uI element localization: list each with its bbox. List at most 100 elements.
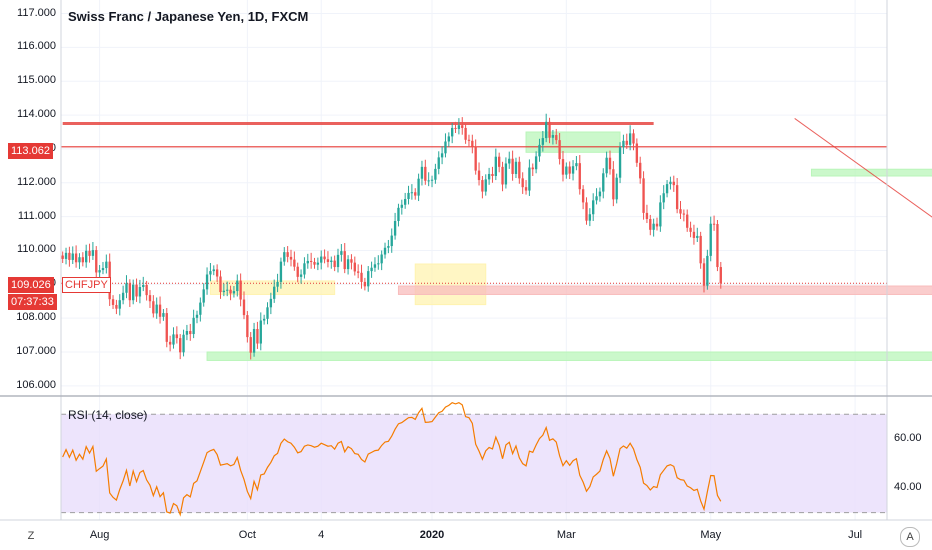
candle-body	[719, 267, 722, 284]
candle-body	[192, 317, 195, 335]
candle-body	[689, 227, 692, 232]
candle-body	[333, 260, 336, 268]
candle-body	[283, 252, 286, 262]
candle-body	[659, 202, 662, 227]
candle-body	[565, 166, 568, 175]
candle-body	[289, 256, 293, 260]
candle-body	[229, 289, 232, 294]
candle-body	[299, 274, 303, 277]
candle-body	[252, 328, 256, 353]
candle-body	[625, 140, 628, 145]
candle-body	[212, 269, 215, 272]
candle-body	[142, 284, 145, 288]
candle-body	[417, 178, 420, 196]
candle-body	[679, 209, 682, 214]
candle-body	[340, 251, 343, 255]
candle-body	[232, 291, 236, 294]
candle-body	[239, 280, 242, 300]
candle-body	[424, 166, 427, 181]
time-tick-label: Jul	[848, 529, 863, 541]
candle-body	[551, 135, 555, 138]
candle-body	[585, 202, 588, 221]
candle-body	[477, 170, 481, 181]
candle-body	[639, 162, 642, 179]
candle-body	[363, 281, 367, 287]
candle-body	[115, 304, 118, 309]
candle-body	[575, 163, 578, 167]
candle-body	[427, 180, 430, 182]
candles-layer[interactable]	[61, 113, 722, 360]
candle-body	[568, 166, 571, 174]
candle-body	[649, 218, 652, 230]
candle-body	[511, 158, 514, 174]
candle-body	[222, 290, 226, 293]
candle-body	[81, 257, 85, 263]
candle-body	[202, 289, 205, 303]
candle-body	[548, 121, 551, 138]
candle-body	[403, 199, 407, 205]
candle-body	[145, 284, 148, 296]
candle-body	[95, 250, 98, 273]
countdown-tag: 07:37:33	[8, 294, 57, 310]
candle-body	[387, 246, 390, 248]
candle-body	[481, 180, 484, 192]
candle-body	[578, 163, 581, 190]
candle-body	[528, 167, 531, 191]
candle-body	[615, 177, 618, 200]
candle-body	[350, 259, 353, 263]
rsi-band	[61, 414, 887, 513]
candle-body	[330, 260, 333, 262]
candle-body	[189, 331, 192, 335]
candle-body	[450, 127, 454, 137]
candle-body	[309, 260, 313, 262]
candle-body	[367, 271, 370, 287]
candle-body	[85, 250, 88, 263]
candle-body	[447, 136, 450, 142]
candle-body	[531, 167, 534, 170]
candle-body	[612, 169, 615, 200]
candle-body	[262, 318, 266, 321]
candle-body	[168, 341, 172, 345]
current-price-tag: 109.026	[8, 277, 54, 293]
candle-body	[592, 200, 595, 215]
candle-body	[555, 135, 558, 141]
candle-body	[353, 262, 356, 272]
candle-body	[561, 159, 565, 175]
candle-body	[655, 223, 659, 227]
candle-body	[162, 313, 165, 317]
candle-body	[390, 235, 393, 247]
candle-body	[148, 295, 152, 302]
candle-body	[209, 271, 212, 275]
candle-body	[608, 157, 612, 170]
price-tick-label: 114.000	[17, 108, 56, 121]
candle-body	[662, 193, 665, 203]
candle-body	[454, 127, 457, 129]
candle-body	[420, 166, 424, 179]
rsi-pane[interactable]	[61, 401, 887, 517]
candle-body	[74, 253, 78, 263]
candle-body	[702, 263, 706, 286]
candle-body	[484, 179, 487, 192]
candle-body	[692, 231, 696, 238]
candle-body	[558, 140, 561, 160]
candle-body	[581, 189, 585, 203]
zoom-corner-button[interactable]: Z	[27, 530, 35, 542]
candle-body	[360, 272, 363, 282]
candle-body	[571, 166, 575, 174]
candle-body	[440, 153, 444, 158]
candle-body	[635, 143, 639, 163]
candle-body	[138, 287, 142, 297]
candle-body	[373, 264, 377, 268]
price-tick-label: 115.000	[17, 74, 56, 87]
candle-body	[101, 268, 105, 271]
candle-body	[98, 270, 101, 273]
candle-body	[383, 247, 387, 255]
candle-body	[219, 276, 222, 293]
auto-scale-button[interactable]: A	[900, 527, 920, 547]
candle-body	[504, 163, 508, 185]
candle-body	[464, 127, 467, 140]
candle-body	[132, 284, 135, 301]
candle-body	[158, 304, 162, 317]
candle-body	[430, 179, 434, 181]
